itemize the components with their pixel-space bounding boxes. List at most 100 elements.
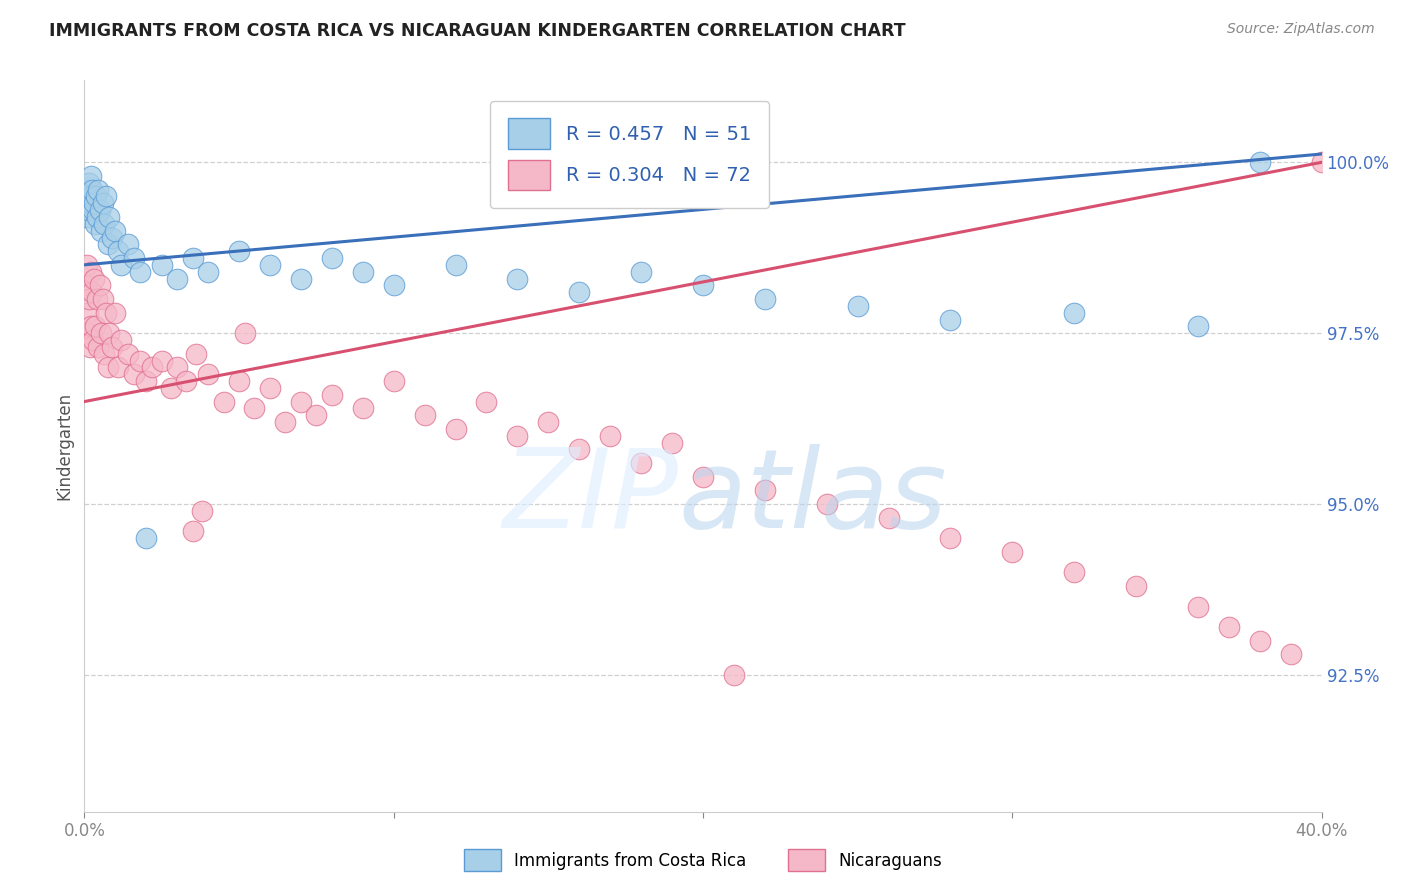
Point xyxy=(122,251,145,265)
Point xyxy=(1187,319,1209,334)
Point xyxy=(93,217,115,231)
Point xyxy=(537,415,560,429)
Point xyxy=(692,469,714,483)
Point xyxy=(104,224,127,238)
Point xyxy=(82,285,104,300)
Point xyxy=(259,258,281,272)
Point xyxy=(110,258,132,272)
Point xyxy=(96,237,118,252)
Point xyxy=(475,394,498,409)
Point xyxy=(259,381,281,395)
Point xyxy=(76,210,98,224)
Point xyxy=(630,265,652,279)
Point xyxy=(568,442,591,457)
Point xyxy=(233,326,256,341)
Point xyxy=(754,483,776,498)
Point xyxy=(228,374,250,388)
Point xyxy=(444,258,467,272)
Point xyxy=(352,265,374,279)
Point xyxy=(939,312,962,326)
Point xyxy=(82,203,104,218)
Point xyxy=(661,435,683,450)
Point xyxy=(80,189,103,203)
Point xyxy=(91,196,114,211)
Point xyxy=(129,265,152,279)
Point xyxy=(382,278,405,293)
Point xyxy=(506,429,529,443)
Point xyxy=(321,388,343,402)
Point xyxy=(568,285,591,300)
Point xyxy=(1187,599,1209,614)
Point xyxy=(89,278,111,293)
Point xyxy=(1249,633,1271,648)
Point xyxy=(815,497,838,511)
Point xyxy=(274,415,297,429)
Point xyxy=(84,319,107,334)
Point xyxy=(243,401,266,416)
Point xyxy=(96,360,118,375)
Point xyxy=(754,292,776,306)
Point xyxy=(98,210,121,224)
Point xyxy=(184,347,207,361)
Point xyxy=(77,306,100,320)
Point xyxy=(197,368,219,382)
Point xyxy=(1218,620,1240,634)
Point xyxy=(444,422,467,436)
Point xyxy=(94,306,117,320)
Point xyxy=(75,278,97,293)
Point xyxy=(506,271,529,285)
Point xyxy=(321,251,343,265)
Point xyxy=(352,401,374,416)
Point xyxy=(877,510,900,524)
Point xyxy=(413,409,436,423)
Point xyxy=(150,258,173,272)
Point xyxy=(176,374,198,388)
Point xyxy=(76,183,98,197)
Point xyxy=(191,504,214,518)
Point xyxy=(228,244,250,259)
Point xyxy=(117,237,139,252)
Point xyxy=(86,292,108,306)
Text: ZIP: ZIP xyxy=(502,443,678,550)
Point xyxy=(104,306,127,320)
Point xyxy=(1063,306,1085,320)
Point xyxy=(1001,545,1024,559)
Point xyxy=(77,292,100,306)
Point xyxy=(382,374,405,388)
Point xyxy=(166,271,188,285)
Point xyxy=(141,360,163,375)
Point xyxy=(117,347,139,361)
Point xyxy=(87,183,110,197)
Text: IMMIGRANTS FROM COSTA RICA VS NICARAGUAN KINDERGARTEN CORRELATION CHART: IMMIGRANTS FROM COSTA RICA VS NICARAGUAN… xyxy=(49,22,905,40)
Point xyxy=(79,340,101,354)
Point xyxy=(1125,579,1147,593)
Point xyxy=(101,340,124,354)
Point xyxy=(82,183,104,197)
Point xyxy=(83,196,105,211)
Point xyxy=(107,244,129,259)
Point xyxy=(82,333,104,347)
Point xyxy=(75,189,97,203)
Point xyxy=(98,326,121,341)
Point xyxy=(290,394,312,409)
Point xyxy=(166,360,188,375)
Point xyxy=(110,333,132,347)
Point xyxy=(1063,566,1085,580)
Point xyxy=(76,258,98,272)
Point xyxy=(846,299,869,313)
Point xyxy=(79,265,101,279)
Point xyxy=(84,189,107,203)
Text: Source: ZipAtlas.com: Source: ZipAtlas.com xyxy=(1227,22,1375,37)
Point xyxy=(1310,155,1333,169)
Point xyxy=(89,203,111,218)
Point xyxy=(135,531,157,545)
Point xyxy=(723,668,745,682)
Point xyxy=(290,271,312,285)
Point xyxy=(91,292,114,306)
Point xyxy=(630,456,652,470)
Point xyxy=(122,368,145,382)
Point xyxy=(305,409,328,423)
Point xyxy=(90,326,112,341)
Point xyxy=(79,169,101,183)
Point xyxy=(87,340,110,354)
